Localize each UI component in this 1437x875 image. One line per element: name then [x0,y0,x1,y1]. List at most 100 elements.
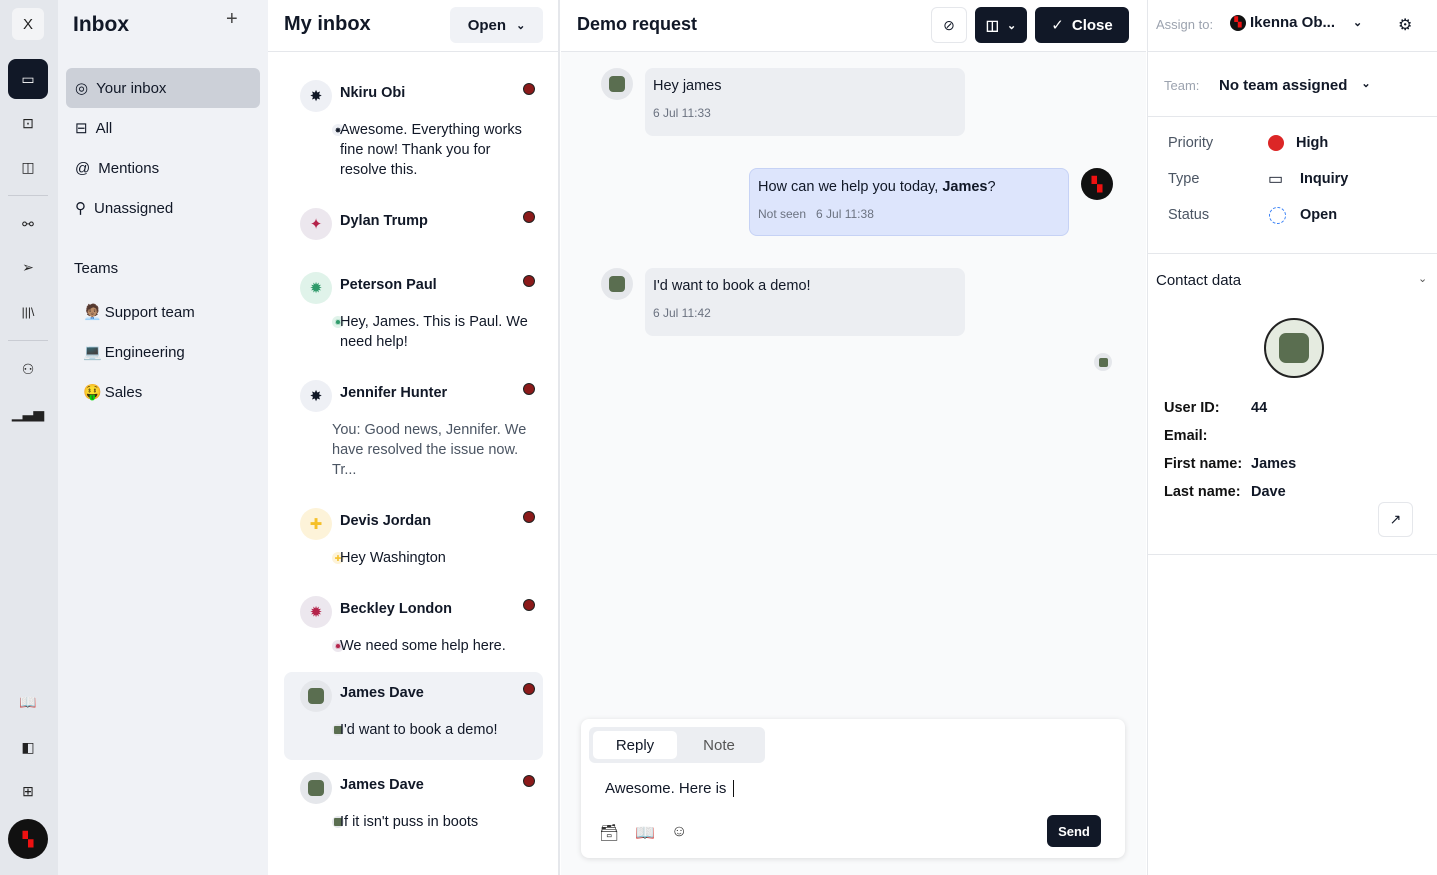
conversation-header: Demo request ⊘ ◫ ⌄ ✓ Close [561,0,1146,52]
read-receipt-avatar [1094,353,1112,371]
external-link-icon[interactable]: ↗ [1378,502,1413,537]
contact-avatar: ✸ [300,80,332,112]
team-dropdown[interactable]: No team assigned ⌄ [1219,77,1371,94]
team-engineering[interactable]: 💻 Engineering [66,332,260,372]
type-label: Type [1168,171,1200,187]
sidebar-item-mentions[interactable]: @ Mentions [66,148,260,188]
close-app-button[interactable]: X [12,8,44,40]
contact-avatar: ✹ [300,596,332,628]
sidebar-item-label: Your inbox [96,79,167,97]
inbox-icon: ▭ [1268,171,1284,188]
eye-off-icon[interactable]: ⊘ [931,7,967,43]
contact-avatar [300,772,332,804]
reply-input[interactable]: Awesome. Here is [605,780,734,797]
close-conversation-button[interactable]: ✓ Close [1035,7,1129,43]
conversation-item[interactable]: ✹ Beckley London ✹ We need some help here… [284,588,543,668]
status-filter-dropdown[interactable]: Open ⌄ [450,7,543,43]
chevron-down-icon: ⌄ [1007,19,1017,32]
message-bubble-outgoing: How can we help you today, James? Not see… [749,168,1069,236]
contact-avatar: ✚ [300,508,332,540]
bot-icon[interactable]: ⊡ [22,114,34,131]
book-icon[interactable]: 📖 [19,693,37,710]
team-support[interactable]: 🧑🏽‍💼 Support team [66,292,260,332]
contact-avatar: ✦ [300,208,332,240]
assignee-avatar [523,275,535,287]
composer: Reply Note Awesome. Here is 🗃 📖 ☺ Send [581,719,1125,858]
sidebar-item-all[interactable]: ⊟ All [66,108,260,148]
assignee-avatar [523,599,535,611]
users-icon[interactable]: ⚇ [21,360,35,377]
conversation-item[interactable]: James Dave I'd want to book a demo! [284,672,543,760]
assignee-avatar [523,683,535,695]
contact-mini-avatar: ✹ [332,316,344,328]
priority-dot-icon [1268,135,1284,151]
type-value[interactable]: Inquiry [1300,171,1349,187]
chevron-down-icon: ⌄ [1353,17,1363,29]
assignee-avatar [523,83,535,95]
workflow-icon[interactable]: ⚯ [22,215,34,232]
archive-icon[interactable]: 🗃 [599,825,620,842]
apps-icon[interactable]: ⊞ [22,782,34,799]
assignee-dropdown[interactable]: ▚ Ikenna Ob... ⌄ [1230,14,1362,31]
emoji-icon[interactable]: ☺ [671,823,688,840]
contact-name: Dylan Trump [340,213,428,229]
message-preview: Awesome. Everything works fine now! Than… [340,122,522,178]
agent-avatar: ▚ [1081,168,1113,200]
check-icon: ✓ [1051,17,1064,34]
inbox-icon[interactable]: ▭ [8,59,48,99]
library-icon[interactable]: |||\ [21,305,35,319]
tab-note[interactable]: Note [703,736,735,754]
conversation-item[interactable]: ✹ Peterson Paul ✹ Hey, James. This is Pau… [284,264,543,364]
contact-name: Peterson Paul [340,277,437,293]
sidebar-item-label: Mentions [98,159,160,177]
panel-icon[interactable]: ◧ [21,738,35,755]
status-label: Status [1168,207,1210,223]
message-bubble: Hey james 6 Jul 11:33 [645,68,965,136]
user-avatar[interactable]: ▚ [8,819,48,859]
tab-reply[interactable]: Reply [593,731,677,759]
add-inbox-button[interactable]: + [226,8,238,30]
assign-label: Assign to: [1156,17,1214,32]
message-preview: Hey Washington [340,550,446,566]
gear-icon[interactable]: ⚙ [1398,17,1413,34]
sidebar-item-unassigned[interactable]: ⚲ Unassigned [66,188,260,228]
contact-avatar [300,680,332,712]
conversation-item[interactable]: James Dave If it isn't puss in boots [284,764,543,844]
kanban-icon[interactable]: ◫ [21,158,35,175]
contact-avatar: ✹ [300,272,332,304]
chevron-down-icon[interactable]: ⌄ [1418,273,1428,285]
assignee-avatar [523,383,535,395]
priority-label: Priority [1168,135,1214,151]
status-value[interactable]: Open [1300,207,1338,223]
assignee-avatar: ▚ [1230,14,1246,31]
field-value: Dave [1251,484,1286,500]
team-label: Engineering [104,343,185,361]
send-icon[interactable]: ➢ [22,258,34,275]
kanban-dropdown-button[interactable]: ◫ ⌄ [975,7,1027,43]
contact-data-heading[interactable]: Contact data [1156,272,1242,289]
message-time: 6 Jul 11:33 [653,106,711,120]
divider [8,195,48,196]
conversation-item[interactable]: ✚ Devis Jordan ✚ Hey Washington [284,500,543,580]
book-icon[interactable]: 📖 [635,825,655,842]
conversation-list: My inbox Open ⌄ ✸ Nkiru Obi ✸ Awesome. Eve… [268,0,560,875]
teams-heading: Teams [74,260,119,277]
message-preview: I'd want to book a demo! [340,722,498,738]
send-button[interactable]: Send [1047,815,1101,847]
contact-name: Jennifer Hunter [340,385,448,401]
team-emoji: 💻 [83,344,102,361]
app-rail: X ▭ ⊡ ◫ ⚯ ➢ |||\ ⚇ ▁▃▅ 📖 ◧ ⊞ ▚ [0,0,58,875]
field-label: First name: [1164,456,1243,472]
message-text: How can we help you today, James? [758,179,996,195]
contact-mini-avatar [332,816,344,828]
team-emoji: 🤑 [83,384,102,401]
team-sales[interactable]: 🤑 Sales [66,372,260,412]
conversation-item[interactable]: ✸ Jennifer Hunter You: Good news, Jennif… [284,372,543,492]
sidebar-item-your-inbox[interactable]: ◎ Your inbox [66,68,260,108]
conversation-item[interactable]: ✦ Dylan Trump [284,200,543,256]
field-label: Last name: [1164,484,1241,500]
conversation-item[interactable]: ✸ Nkiru Obi ✸ Awesome. Everything works f… [284,72,543,192]
chart-icon[interactable]: ▁▃▅ [11,404,45,421]
priority-value[interactable]: High [1296,135,1329,151]
close-label: Close [1071,16,1113,34]
